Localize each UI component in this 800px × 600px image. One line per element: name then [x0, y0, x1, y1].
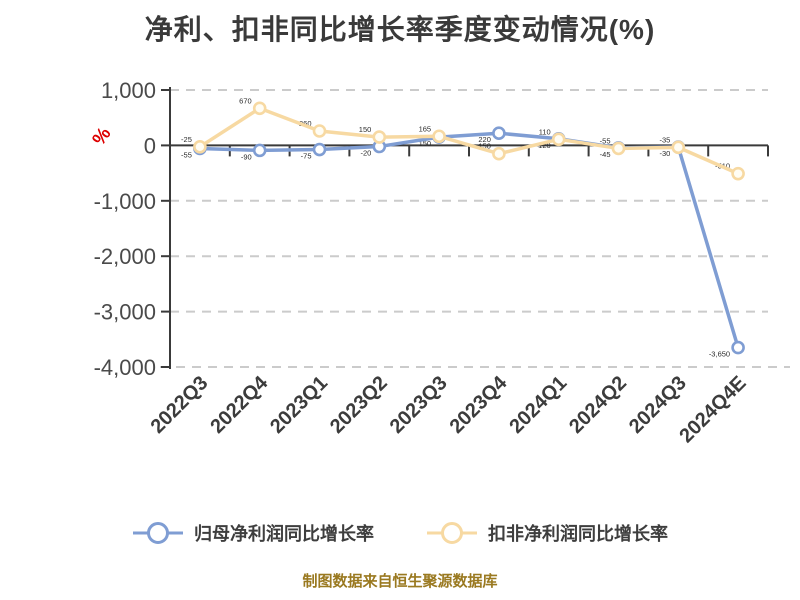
svg-text:-45: -45	[600, 150, 611, 159]
svg-text:220: 220	[478, 135, 491, 144]
svg-text:-3,650: -3,650	[709, 350, 730, 359]
svg-text:165: 165	[419, 124, 432, 133]
svg-text:2023Q2: 2023Q2	[326, 372, 392, 438]
legend-item-parent-net-profit-yoy[interactable]: 归母净利润同比增长率	[132, 520, 374, 546]
legend-item-deducted-net-profit-yoy[interactable]: 扣非净利润同比增长率	[426, 520, 668, 546]
svg-text:120: 120	[538, 141, 551, 150]
svg-text:2024Q4E: 2024Q4E	[675, 372, 750, 447]
svg-text:670: 670	[239, 96, 252, 105]
legend-label-parent-net-profit-yoy: 归母净利润同比增长率	[194, 524, 374, 544]
svg-text:-30: -30	[659, 149, 670, 158]
svg-text:-55: -55	[181, 150, 192, 159]
svg-text:-150: -150	[476, 142, 491, 151]
svg-text:2022Q4: 2022Q4	[206, 371, 273, 438]
legend: 归母净利润同比增长率 扣非净利润同比增长率	[0, 520, 800, 546]
line-chart-plot: 1,000 0 -1,000 -2,000 -3,000 -4,0002022Q32022…	[94, 78, 790, 447]
legend-line-marker-orange-icon	[427, 522, 477, 544]
svg-text:-20: -20	[360, 149, 371, 158]
svg-text:0: 0	[144, 133, 156, 158]
svg-text:2023Q3: 2023Q3	[386, 372, 452, 438]
svg-text:-4,000: -4,000	[94, 355, 156, 380]
svg-text:-55: -55	[600, 136, 611, 145]
svg-text:2023Q4: 2023Q4	[446, 371, 513, 438]
svg-text:2023Q1: 2023Q1	[266, 372, 332, 438]
svg-text:-35: -35	[659, 135, 670, 144]
svg-text:-1,000: -1,000	[94, 189, 156, 214]
legend-line-marker-blue-icon	[133, 522, 183, 544]
svg-text:2024Q2: 2024Q2	[565, 372, 631, 438]
svg-text:1,000: 1,000	[101, 78, 156, 103]
legend-label-deducted-net-profit-yoy: 扣非净利润同比增长率	[488, 524, 668, 544]
svg-text:150: 150	[419, 139, 432, 148]
svg-text:-90: -90	[241, 152, 252, 161]
svg-text:-2,000: -2,000	[94, 244, 156, 269]
svg-text:150: 150	[359, 125, 372, 134]
svg-text:-75: -75	[301, 152, 312, 161]
svg-text:-25: -25	[181, 135, 192, 144]
data-source-note: 制图数据来自恒生聚源数据库	[302, 573, 498, 590]
svg-text:110: 110	[539, 127, 551, 136]
chart-title: 净利、扣非同比增长率季度变动情况(%)	[144, 14, 656, 45]
svg-text:260: 260	[299, 119, 312, 128]
svg-text:2022Q3: 2022Q3	[147, 372, 213, 438]
svg-text:2024Q1: 2024Q1	[505, 372, 571, 438]
svg-text:-3,000: -3,000	[94, 300, 156, 325]
